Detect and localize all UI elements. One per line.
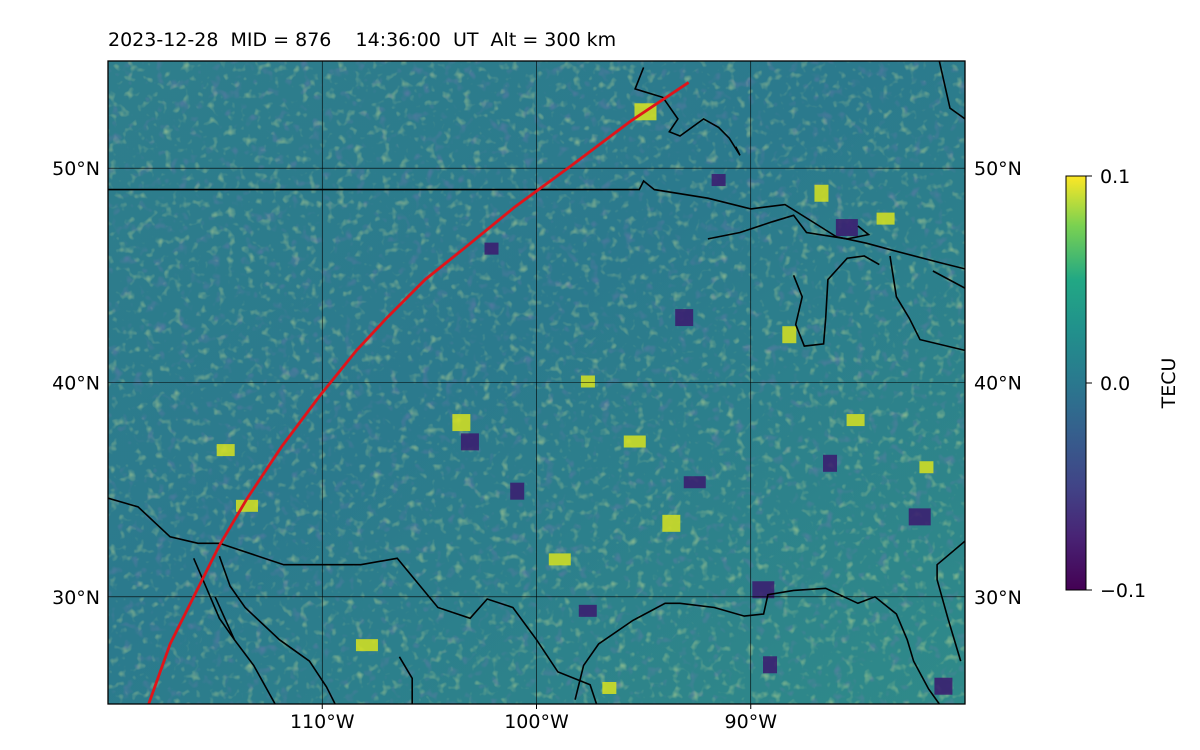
colorbar-label: TECU: [1158, 358, 1180, 410]
coastline: [792, 255, 880, 347]
heatmap-cell: [452, 414, 471, 432]
x-tick-label: 100°W: [504, 711, 569, 733]
heatmap-cell: [548, 553, 571, 566]
heatmap-cell: [510, 482, 525, 500]
heatmap-cell: [823, 454, 838, 472]
heatmap-cell: [835, 219, 858, 237]
y-tick-label-left: 50°N: [52, 158, 100, 180]
coastline: [936, 540, 965, 662]
gridlines: [108, 61, 965, 704]
coastline: [214, 596, 276, 704]
heatmap-cell: [460, 433, 479, 451]
heatmap-cell: [484, 242, 499, 255]
coastline: [932, 270, 965, 289]
coastline: [108, 179, 965, 270]
heatmap-cell: [216, 444, 235, 457]
coastline: [707, 214, 871, 240]
heatmap-cell: [763, 656, 778, 674]
coastline: [218, 555, 336, 704]
y-tick-label-left: 30°N: [52, 587, 100, 609]
heatmap-cell: [355, 639, 378, 652]
y-tick-label-right: 30°N: [974, 587, 1022, 609]
axis-ticks: 110°W 100°W 90°W 30°N 30°N 40°N 40°N 50°N 50°N: [52, 158, 1022, 733]
coastline: [398, 656, 413, 704]
heatmap-cell: [919, 461, 934, 474]
heatmap-features: [216, 103, 953, 695]
coastline: [938, 61, 965, 120]
heatmap-cell: [814, 184, 829, 202]
coastline: [634, 67, 741, 156]
heatmap-cell: [876, 212, 895, 225]
y-tick-label-left: 40°N: [52, 373, 100, 395]
heatmap-cell: [662, 514, 681, 532]
coastline: [192, 557, 236, 641]
heatmap-cell: [752, 581, 775, 599]
coastline: [889, 255, 965, 352]
heatmap-cell: [711, 174, 726, 187]
map-area: [108, 61, 965, 704]
colorbar: [1065, 175, 1087, 591]
heatmap-cell: [578, 604, 597, 617]
colorbar-tick-label: 0.1: [1100, 166, 1130, 188]
series-line: [147, 81, 690, 704]
heatmap-cell: [908, 508, 931, 526]
series-lines: [147, 81, 690, 704]
x-tick-label: 90°W: [725, 711, 778, 733]
coastline: [574, 587, 940, 704]
plot-title: 2023-12-28 MID = 876 14:36:00 UT Alt = 3…: [108, 29, 617, 51]
colorbar-tick-label: −0.1: [1100, 580, 1146, 602]
heatmap-cell: [602, 681, 617, 694]
colorbar-tick-label: 0.0: [1100, 373, 1130, 395]
heatmap-cell: [782, 326, 797, 344]
x-tick-label: 110°W: [290, 711, 355, 733]
heatmap-cell: [683, 476, 706, 489]
coastlines: [108, 61, 965, 704]
y-tick-label-right: 40°N: [974, 373, 1022, 395]
colorbar-ticks: 0.1 0.0 −0.1: [1086, 166, 1146, 602]
heatmap-cell: [675, 309, 694, 327]
heatmap-cell: [580, 375, 595, 388]
coastline: [108, 497, 598, 704]
y-tick-label-right: 50°N: [974, 158, 1022, 180]
heatmap-cell: [934, 677, 953, 695]
heatmap-cell: [846, 414, 865, 427]
heatmap-cell: [623, 435, 646, 448]
